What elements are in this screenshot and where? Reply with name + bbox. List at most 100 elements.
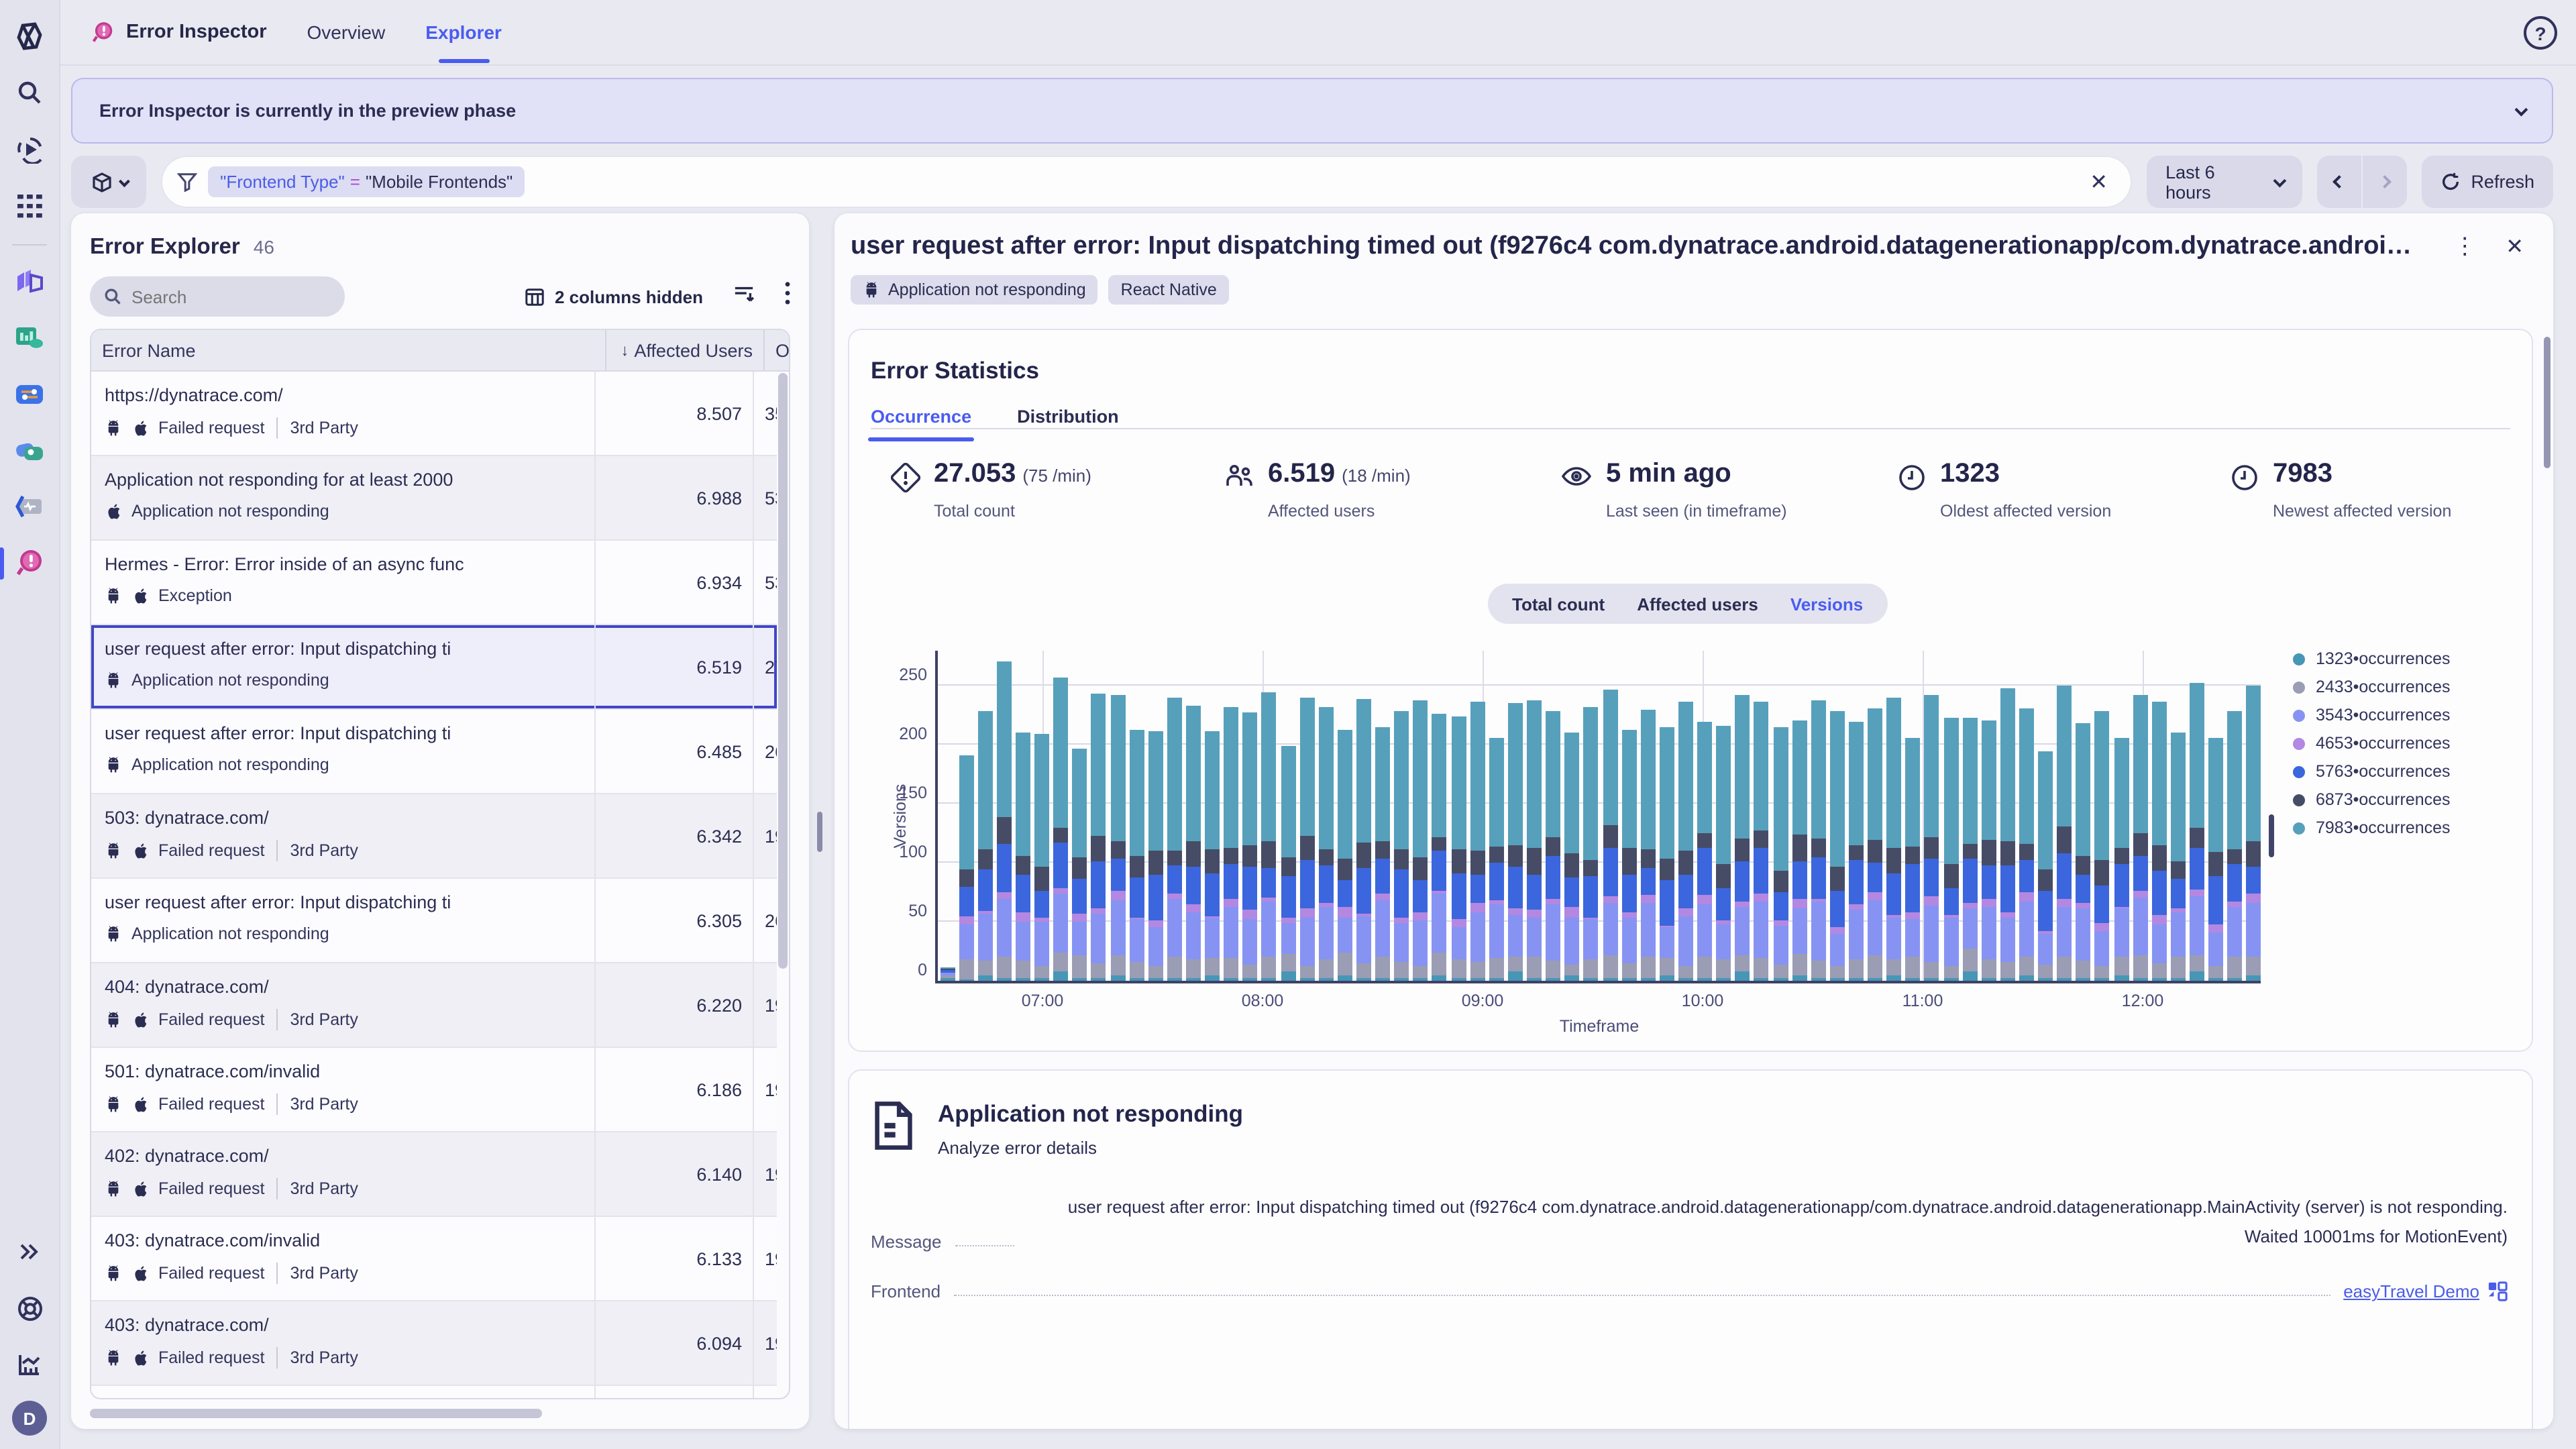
chart-bar[interactable]: [1186, 706, 1201, 981]
table-row[interactable]: user request after error: Input dispatch…: [91, 710, 777, 794]
chart-bar[interactable]: [1413, 701, 1428, 981]
table-row[interactable]: Hermes - Error: Error inside of an async…: [91, 541, 777, 625]
chart-bar[interactable]: [2038, 752, 2053, 981]
chart-bar[interactable]: [1053, 678, 1068, 981]
search-input[interactable]: [90, 276, 345, 317]
table-vertical-scrollbar[interactable]: [778, 373, 788, 969]
chart-bar[interactable]: [1110, 695, 1125, 981]
chart-bar[interactable]: [1508, 704, 1523, 981]
sort-icon[interactable]: [733, 283, 755, 310]
legend-item[interactable]: 3543•occurrences: [2293, 706, 2451, 724]
refresh-button[interactable]: Refresh: [2421, 156, 2553, 208]
chart-bar[interactable]: [2171, 733, 2186, 981]
legend-item[interactable]: 7983•occurrences: [2293, 818, 2451, 837]
chart-bar[interactable]: [2095, 712, 2110, 981]
automation-icon[interactable]: [9, 129, 50, 169]
chart-bar[interactable]: [2133, 695, 2147, 981]
legend-item[interactable]: 2433•occurrences: [2293, 678, 2451, 696]
close-icon[interactable]: ✕: [2487, 233, 2532, 260]
app-error-inspector-icon[interactable]: [9, 543, 50, 584]
chart-bar[interactable]: [1489, 738, 1504, 981]
chart-bar[interactable]: [2000, 688, 2015, 981]
table-row[interactable]: user request after error: Input dispatch…: [91, 879, 777, 963]
chart-bar[interactable]: [1091, 694, 1106, 981]
toggle-total-count[interactable]: Total count: [1496, 594, 1621, 614]
tab-occurrence[interactable]: Occurrence: [871, 407, 971, 441]
chart-bar[interactable]: [2114, 738, 2129, 981]
chart-bar[interactable]: [1886, 698, 1901, 981]
chart-bar[interactable]: [1432, 714, 1447, 981]
app-settings-icon[interactable]: [9, 374, 50, 415]
tab-explorer[interactable]: Explorer: [425, 0, 502, 65]
column-header-error-name[interactable]: Error Name: [91, 330, 606, 370]
chart-bar[interactable]: [1621, 731, 1636, 981]
table-row[interactable]: 403: dynatrace.com/Failed request3rd Par…: [91, 1301, 777, 1386]
chart-bar[interactable]: [1716, 726, 1731, 981]
table-row[interactable]: 403: dynatrace.com/invalidFailed request…: [91, 1217, 777, 1301]
legend-scrollbar[interactable]: [2269, 814, 2274, 857]
legend-item[interactable]: 6873•occurrences: [2293, 790, 2451, 809]
chart-bar[interactable]: [2247, 686, 2261, 981]
toggle-versions[interactable]: Versions: [1774, 594, 1879, 614]
help-button[interactable]: ?: [2524, 16, 2557, 50]
table-row[interactable]: 503: dynatrace.com/invalid: [91, 1386, 777, 1398]
time-range-button[interactable]: Last 6 hours: [2147, 156, 2302, 208]
table-horizontal-scrollbar[interactable]: [90, 1409, 542, 1418]
chart-bar[interactable]: [1943, 718, 1958, 981]
toggle-affected-users[interactable]: Affected users: [1621, 594, 1774, 614]
chart-bar[interactable]: [1546, 710, 1560, 981]
table-row[interactable]: 503: dynatrace.com/Failed request3rd Par…: [91, 794, 777, 879]
legend-item[interactable]: 1323•occurrences: [2293, 649, 2451, 668]
column-header-occurrences[interactable]: Occurrences: [765, 340, 789, 360]
chart-bar[interactable]: [1962, 718, 1977, 981]
time-forward-button[interactable]: [2362, 156, 2407, 208]
chart-bar[interactable]: [1849, 722, 1864, 981]
chart-bar[interactable]: [1697, 722, 1712, 981]
chart-bar[interactable]: [1375, 727, 1390, 981]
preview-banner[interactable]: Error Inspector is currently in the prev…: [71, 78, 2553, 144]
help-ring-icon[interactable]: [9, 1288, 50, 1328]
tab-distribution[interactable]: Distribution: [1017, 407, 1119, 441]
chart-bar[interactable]: [1016, 733, 1030, 981]
filter-input[interactable]: "Frontend Type"="Mobile Frontends" ✕: [161, 156, 2132, 208]
chart-bar[interactable]: [1262, 693, 1277, 981]
chevron-down-icon[interactable]: [2515, 103, 2528, 117]
chart-bar[interactable]: [1982, 720, 1996, 981]
apps-grid-icon[interactable]: [9, 185, 50, 225]
chart-bar[interactable]: [1603, 689, 1617, 981]
chart-bar[interactable]: [1470, 701, 1485, 981]
chart-bar[interactable]: [1925, 695, 1939, 981]
table-row[interactable]: user request after error: Input dispatch…: [91, 625, 777, 710]
kebab-menu-icon[interactable]: [785, 282, 790, 311]
search-field[interactable]: [131, 286, 306, 307]
chart-bar[interactable]: [1773, 727, 1788, 981]
detail-kebab-menu-icon[interactable]: ⋮: [2443, 233, 2487, 260]
column-header-affected-users[interactable]: ↓Affected Users: [606, 330, 765, 370]
chart-bar[interactable]: [2228, 712, 2243, 981]
table-row[interactable]: Application not responding for at least …: [91, 456, 777, 541]
usage-chart-icon[interactable]: [9, 1344, 50, 1385]
chart-bar[interactable]: [1792, 720, 1807, 981]
chart-bar[interactable]: [1811, 700, 1826, 981]
chart-bar[interactable]: [1148, 731, 1163, 981]
chart-bar[interactable]: [1451, 716, 1466, 981]
tab-overview[interactable]: Overview: [307, 0, 386, 65]
app-services-icon[interactable]: [9, 431, 50, 471]
clear-filter-icon[interactable]: ✕: [2082, 168, 2116, 195]
app-dashboards-icon[interactable]: [9, 318, 50, 358]
chart-bar[interactable]: [1830, 710, 1845, 981]
chart-bar[interactable]: [1868, 708, 1882, 981]
table-row[interactable]: https://dynatrace.com/Failed request3rd …: [91, 372, 777, 456]
chart-bar[interactable]: [997, 661, 1012, 981]
chart-bar[interactable]: [1906, 738, 1921, 981]
chart-bar[interactable]: [1640, 709, 1655, 981]
app-infrastructure-icon[interactable]: [9, 262, 50, 302]
chart-bar[interactable]: [1735, 695, 1750, 981]
scope-selector-button[interactable]: [71, 156, 146, 208]
chart-bar[interactable]: [1565, 733, 1580, 981]
chart-bar[interactable]: [977, 710, 992, 981]
chart-bar[interactable]: [1205, 732, 1220, 981]
chart-bar[interactable]: [1338, 729, 1352, 981]
search-icon[interactable]: [9, 72, 50, 113]
legend-item[interactable]: 5763•occurrences: [2293, 762, 2451, 781]
